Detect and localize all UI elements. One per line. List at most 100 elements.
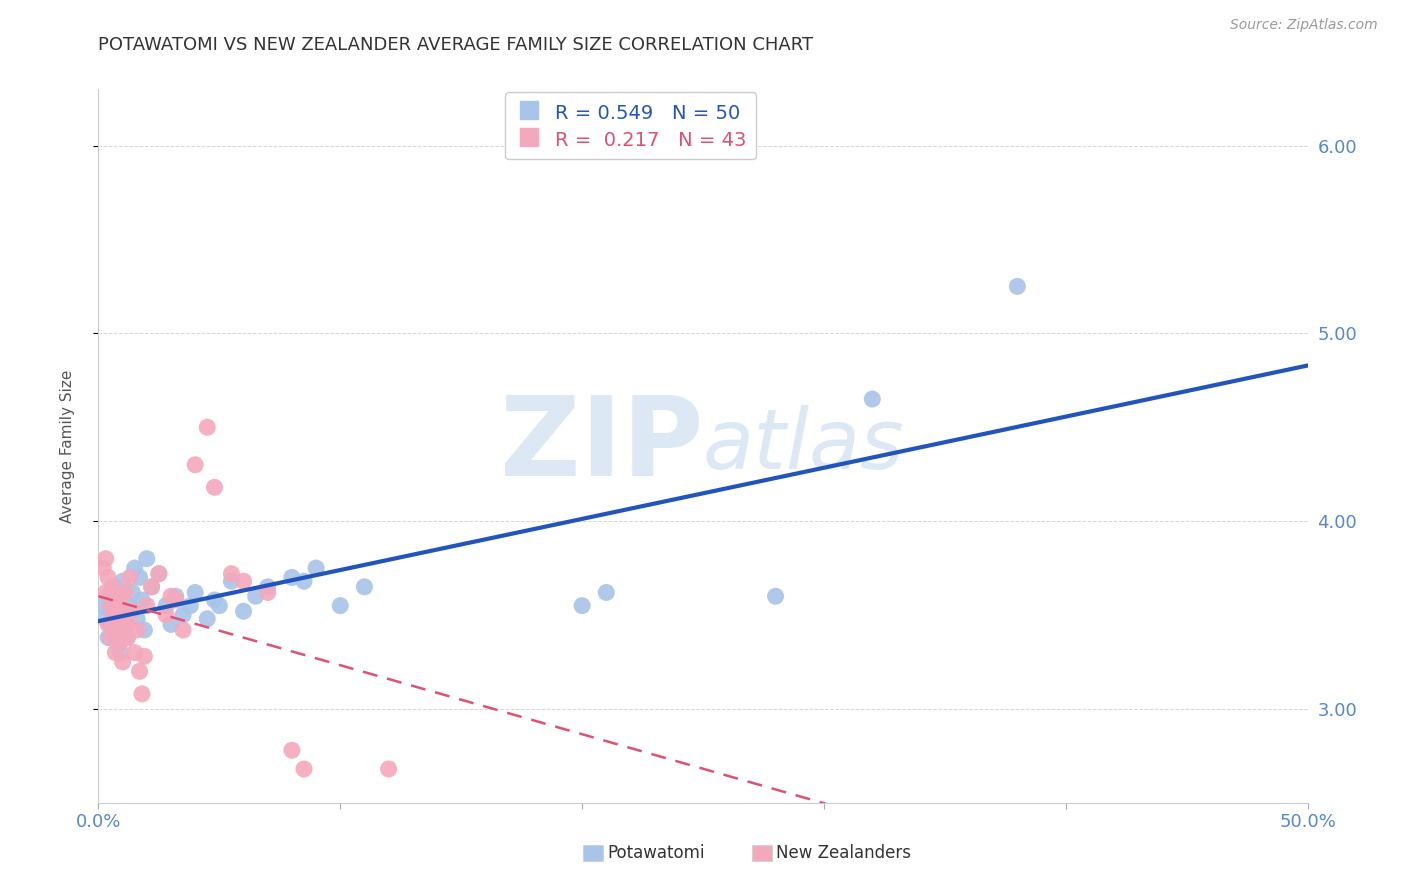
Point bbox=[127, 623, 149, 637]
Point bbox=[111, 612, 134, 626]
Point bbox=[127, 612, 149, 626]
Point bbox=[100, 585, 122, 599]
Text: POTAWATOMI VS NEW ZEALANDER AVERAGE FAMILY SIZE CORRELATION CHART: POTAWATOMI VS NEW ZEALANDER AVERAGE FAMI… bbox=[98, 36, 814, 54]
Point bbox=[221, 566, 243, 581]
Point bbox=[256, 585, 278, 599]
Point bbox=[131, 687, 153, 701]
Point bbox=[101, 612, 124, 626]
Point bbox=[208, 599, 231, 613]
Text: Source: ZipAtlas.com: Source: ZipAtlas.com bbox=[1230, 18, 1378, 32]
Point bbox=[94, 551, 117, 566]
Point bbox=[329, 599, 352, 613]
Point bbox=[353, 580, 375, 594]
Point bbox=[107, 636, 129, 650]
Point bbox=[101, 593, 124, 607]
Point bbox=[118, 599, 141, 613]
Point bbox=[245, 589, 267, 603]
Point bbox=[148, 566, 170, 581]
Point bbox=[148, 566, 170, 581]
Point bbox=[292, 574, 315, 589]
Point bbox=[232, 574, 254, 589]
Point bbox=[172, 607, 194, 622]
Point bbox=[117, 631, 139, 645]
Point bbox=[155, 599, 177, 613]
Y-axis label: Average Family Size: Average Family Size bbox=[60, 369, 75, 523]
Point bbox=[100, 631, 122, 645]
Point bbox=[97, 617, 120, 632]
Point bbox=[121, 585, 143, 599]
Point bbox=[134, 623, 156, 637]
Point bbox=[117, 631, 139, 645]
Point bbox=[204, 480, 226, 494]
Point bbox=[377, 762, 399, 776]
Point bbox=[111, 574, 134, 589]
Point bbox=[172, 623, 194, 637]
Point bbox=[160, 617, 183, 632]
Point bbox=[221, 574, 243, 589]
Text: Potawatomi: Potawatomi bbox=[607, 844, 704, 862]
Point bbox=[195, 612, 218, 626]
Point bbox=[765, 589, 787, 603]
Point bbox=[101, 604, 124, 618]
Point bbox=[91, 561, 114, 575]
Point bbox=[1007, 279, 1029, 293]
Point bbox=[141, 580, 163, 594]
Point bbox=[104, 646, 127, 660]
Point bbox=[104, 580, 127, 594]
Point bbox=[131, 593, 153, 607]
Point bbox=[101, 580, 124, 594]
Point bbox=[155, 607, 177, 622]
Point bbox=[305, 561, 328, 575]
Point bbox=[97, 570, 120, 584]
Point bbox=[184, 458, 207, 472]
Point bbox=[128, 570, 150, 584]
Point bbox=[232, 604, 254, 618]
Point bbox=[91, 599, 114, 613]
Point bbox=[124, 646, 146, 660]
Point bbox=[117, 617, 139, 632]
Point bbox=[571, 599, 593, 613]
Point bbox=[281, 743, 304, 757]
Point bbox=[97, 631, 120, 645]
Point bbox=[160, 589, 183, 603]
Point bbox=[165, 589, 187, 603]
Legend: R = 0.549   N = 50, R =  0.217   N = 43: R = 0.549 N = 50, R = 0.217 N = 43 bbox=[505, 92, 756, 160]
Point bbox=[100, 599, 122, 613]
Point bbox=[121, 604, 143, 618]
Point bbox=[135, 599, 157, 613]
Point bbox=[114, 585, 136, 599]
Point bbox=[114, 617, 136, 632]
Point bbox=[104, 627, 127, 641]
Point bbox=[134, 649, 156, 664]
Point bbox=[128, 665, 150, 679]
Point bbox=[141, 580, 163, 594]
Point bbox=[111, 607, 134, 622]
Point bbox=[108, 599, 131, 613]
Text: New Zealanders: New Zealanders bbox=[776, 844, 911, 862]
Point bbox=[108, 623, 131, 637]
Point bbox=[281, 570, 304, 584]
Point bbox=[595, 585, 617, 599]
Point bbox=[107, 599, 129, 613]
Text: atlas: atlas bbox=[703, 406, 904, 486]
Point bbox=[256, 580, 278, 594]
Point bbox=[860, 392, 883, 406]
Point bbox=[107, 589, 129, 603]
Point bbox=[108, 646, 131, 660]
Point bbox=[195, 420, 218, 434]
Point bbox=[94, 612, 117, 626]
Point bbox=[165, 593, 187, 607]
Point bbox=[124, 561, 146, 575]
Point bbox=[135, 551, 157, 566]
Point bbox=[100, 617, 122, 632]
Point bbox=[292, 762, 315, 776]
Point bbox=[179, 599, 201, 613]
Point bbox=[108, 636, 131, 650]
Point bbox=[94, 585, 117, 599]
Point bbox=[204, 593, 226, 607]
Text: ZIP: ZIP bbox=[499, 392, 703, 500]
Point bbox=[107, 623, 129, 637]
Point bbox=[104, 604, 127, 618]
Point bbox=[118, 570, 141, 584]
Point bbox=[184, 585, 207, 599]
